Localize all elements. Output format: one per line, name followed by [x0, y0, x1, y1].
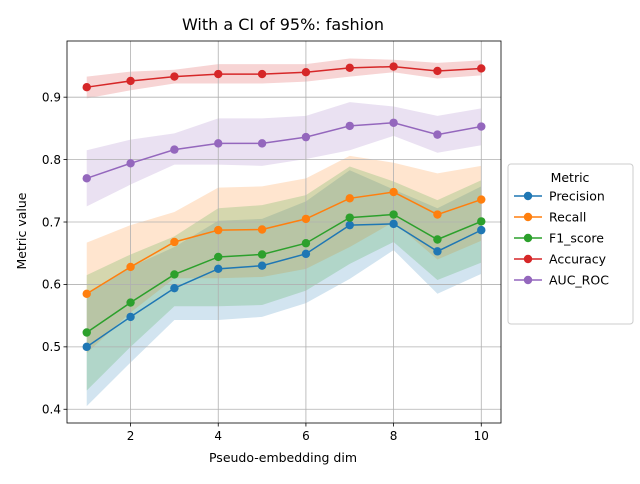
legend-marker-precision — [523, 191, 533, 201]
data-point-precision — [257, 261, 267, 270]
x-axis-label: Pseudo-embedding dim — [209, 450, 357, 465]
ci-band-precision — [86, 170, 482, 407]
x-tick-label: 2 — [127, 429, 135, 443]
data-point-recall — [389, 187, 398, 197]
data-point-f1-score — [345, 213, 354, 222]
legend-label-f1-score: F1_score — [549, 230, 604, 245]
legend-label-accuracy: Accuracy — [549, 251, 607, 266]
data-point-f1-score — [82, 328, 91, 337]
data-point-f1-score — [477, 217, 486, 226]
data-point-recall — [126, 262, 135, 272]
y-ticks: 0.4 0.5 0.6 0.7 0.8 0.9 — [42, 90, 67, 417]
data-point-precision — [433, 247, 442, 256]
legend-marker-recall — [523, 212, 533, 222]
data-point-precision — [301, 249, 311, 259]
chart-title: With a CI of 95%: fashion — [182, 15, 384, 34]
series-line-auc-roc — [86, 122, 482, 180]
legend-marker-auc-roc — [523, 275, 533, 285]
data-point-auc-roc — [477, 122, 486, 131]
series-line-precision — [86, 223, 482, 348]
data-point-recall — [433, 210, 442, 219]
y-tick-label: 0.5 — [42, 340, 61, 354]
series-line-accuracy — [86, 65, 482, 88]
legend-items: Precision Recall F1_score Accuracy AUC_ROC — [514, 188, 609, 287]
x-tick-label: 10 — [474, 429, 489, 443]
data-point-auc-roc — [170, 145, 179, 154]
legend-marker-accuracy — [523, 254, 533, 264]
y-tick-label: 0.7 — [42, 215, 61, 229]
series-line-f1-score — [86, 213, 482, 334]
data-point-recall — [301, 214, 311, 224]
data-point-accuracy — [345, 63, 354, 73]
x-tick-label: 6 — [302, 429, 310, 443]
ci-band-auc-roc — [86, 102, 482, 207]
y-tick-label: 0.6 — [42, 278, 61, 292]
data-point-accuracy — [477, 64, 486, 73]
data-point-precision — [389, 219, 398, 229]
data-point-auc-roc — [389, 118, 398, 127]
data-point-accuracy — [257, 69, 267, 79]
data-point-auc-roc — [301, 132, 311, 142]
ci-bands — [86, 58, 482, 407]
data-point-recall — [477, 195, 486, 204]
data-point-auc-roc — [257, 139, 267, 148]
ci-band-recall — [86, 155, 482, 354]
series-line-recall — [86, 191, 482, 295]
data-point-accuracy — [301, 68, 311, 77]
legend-label-auc-roc: AUC_ROC — [549, 272, 609, 287]
data-point-recall — [257, 225, 267, 234]
data-point-auc-roc — [214, 139, 223, 148]
data-point-auc-roc — [433, 130, 442, 139]
y-tick-label: 0.8 — [42, 153, 61, 167]
data-point-auc-roc — [82, 174, 91, 183]
data-point-precision — [170, 283, 179, 293]
data-point-f1-score — [301, 239, 311, 248]
x-tick-label: 4 — [214, 429, 222, 443]
legend: Metric Precision Recall F1_score Accuracy AU… — [507, 163, 634, 325]
data-point-accuracy — [170, 72, 179, 81]
y-axis-label: Metric value — [14, 192, 29, 269]
series-points — [82, 62, 486, 352]
legend-marker-f1-score — [523, 233, 533, 243]
data-point-accuracy — [389, 62, 398, 71]
data-point-precision — [82, 342, 91, 352]
data-point-f1-score — [214, 252, 223, 262]
x-ticks: 2 4 6 8 10 — [127, 423, 489, 443]
legend-box — [507, 163, 634, 325]
plot-frame — [66, 40, 502, 424]
data-point-precision — [477, 225, 486, 235]
data-point-accuracy — [214, 69, 223, 79]
data-point-recall — [82, 289, 91, 298]
data-point-f1-score — [126, 298, 135, 307]
data-point-accuracy — [433, 66, 442, 76]
data-point-f1-score — [257, 250, 267, 259]
data-point-precision — [214, 264, 223, 274]
data-point-recall — [170, 237, 179, 247]
series-lines — [86, 65, 482, 348]
ci-band-f1-score — [86, 166, 482, 391]
legend-title: Metric — [551, 170, 590, 185]
legend-label-precision: Precision — [549, 188, 605, 203]
data-point-recall — [345, 194, 354, 203]
y-tick-label: 0.9 — [42, 90, 61, 104]
x-tick-label: 8 — [390, 429, 398, 443]
legend-label-recall: Recall — [549, 209, 586, 224]
data-point-auc-roc — [345, 121, 354, 131]
data-point-accuracy — [82, 82, 91, 92]
data-point-auc-roc — [126, 159, 135, 168]
data-point-precision — [126, 312, 135, 322]
y-tick-label: 0.4 — [42, 403, 61, 417]
data-point-f1-score — [433, 235, 442, 244]
data-point-recall — [214, 225, 223, 235]
data-point-f1-score — [389, 210, 398, 219]
data-point-f1-score — [170, 270, 179, 279]
ci-band-accuracy — [86, 58, 482, 99]
grid-lines — [67, 41, 501, 423]
data-point-precision — [345, 220, 354, 230]
data-point-accuracy — [126, 76, 135, 86]
